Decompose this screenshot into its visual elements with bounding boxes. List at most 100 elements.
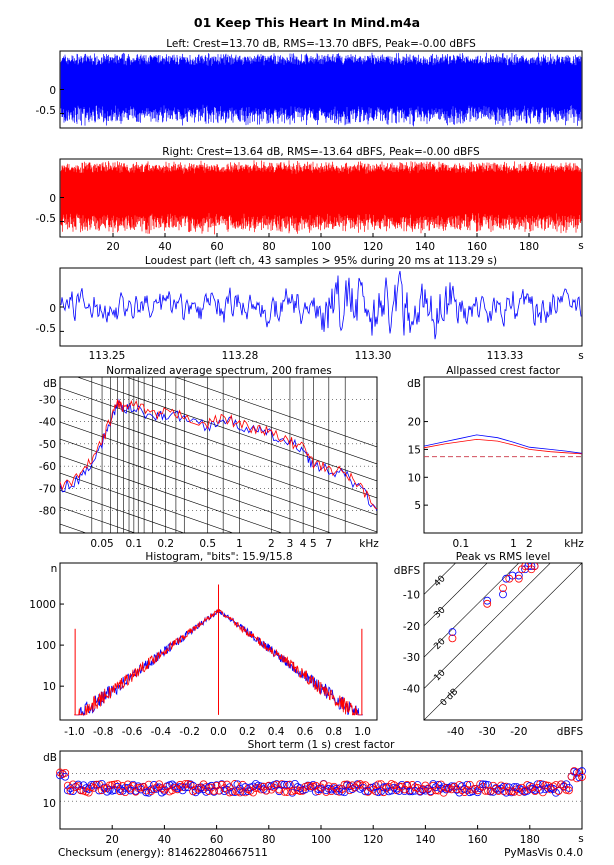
shortcrest-left-point (84, 785, 93, 793)
spectrum-diag-9 (60, 489, 185, 533)
shortcrest-xtick-3: 80 (262, 834, 275, 846)
allpass-xtick-1: 1 (510, 538, 517, 550)
shortcrest-right-point (536, 780, 545, 788)
shortcrest-xtick-5: 120 (363, 834, 383, 846)
shortcrest-left-point (199, 785, 208, 794)
shortcrest-left-point (549, 785, 558, 793)
shortcrest-left-point (439, 783, 448, 792)
spectrum-xtick-1: 0.1 (126, 538, 143, 550)
shortcrest-right-point (565, 786, 573, 795)
allpass-series-0 (423, 434, 583, 454)
right-xtick-8: 180 (519, 241, 539, 253)
shortcrest-right-point (559, 782, 568, 790)
peakrms-right-point (448, 634, 457, 643)
shortcrest-right-point (465, 780, 474, 789)
shortcrest-left-point (150, 781, 158, 789)
histogram-xtick-9: 0.8 (325, 726, 342, 738)
shortcrest-left-point (578, 767, 586, 775)
figure-title: 01 Keep This Heart In Mind.m4a (194, 15, 420, 30)
spectrum-diag-0 (174, 377, 377, 448)
shortcrest-left-point (505, 783, 513, 792)
right-xtick-6: 140 (415, 241, 435, 253)
shortcrest-left-point (565, 783, 573, 792)
allpass-ytick-1: 15 (408, 444, 421, 456)
shortcrest-right-point (403, 781, 412, 789)
shortcrest-right-point (280, 787, 289, 796)
shortcrest-left-point (189, 781, 198, 790)
shortcrest-left-point (157, 788, 166, 797)
shortcrest-left-point (473, 788, 482, 797)
shortcrest-left-point (223, 785, 231, 794)
left-waveform-trace (60, 52, 582, 127)
shortcrest-right-point (69, 780, 77, 789)
right-xtick-1: 40 (158, 241, 171, 253)
shortcrest-right-point (249, 788, 258, 797)
shortcrest-right-point (275, 785, 284, 794)
shortcrest-right-point (335, 787, 344, 796)
shortcrest-right-point (150, 785, 158, 794)
shortcrest-right-point (578, 773, 586, 781)
histogram-plot: 1000 100 10 -1.0 -0.8 -0.6 -0.4 -0.2 0.0 0.2 0.4 0.… (29, 584, 371, 738)
histogram-ytick-2: 10 (43, 681, 56, 693)
histogram-xtick-5: 0.0 (210, 726, 227, 738)
peakrms-ylabel: dBFS (394, 565, 421, 577)
histogram-ylabel: n (51, 563, 58, 575)
spectrum-plot: -30 -40 -50 -60 -70 -80 0.05 0.1 0.2 0.5 1 2 3 4 5 7 (39, 377, 377, 550)
shortcrest-left-point (183, 783, 192, 792)
shortcrest-left-point (463, 780, 472, 789)
allpass-plot: 20 15 10 5 0.1 1 2 (408, 417, 583, 550)
shortcrest-left-point (497, 784, 505, 793)
shortcrest-left-point (476, 784, 485, 793)
shortcrest-right-point (398, 782, 406, 791)
histogram-ytick-1: 100 (36, 640, 56, 652)
shortcrest-right-point (97, 786, 106, 795)
left-ytick-0: 0 (49, 85, 56, 97)
spectrum-xtick-8: 5 (310, 538, 317, 550)
right-waveform (60, 160, 582, 235)
left-waveform (60, 52, 582, 127)
peakrms-left-point (527, 563, 536, 571)
version-label: PyMasVis 0.4.0 (504, 847, 583, 859)
shortcrest-right-point (431, 786, 440, 795)
spectrum-xtick-7: 4 (300, 538, 307, 550)
shortcrest-left-point (147, 785, 156, 794)
spectrum-ytick-4: -70 (39, 483, 56, 495)
shortcrest-xtick-2: 60 (210, 834, 223, 846)
shortcrest-right-point (366, 783, 375, 792)
checksum-label: Checksum (energy): 814622804667511 (58, 847, 268, 859)
shortcrest-right-point (259, 782, 268, 791)
histogram-xtick-3: -0.4 (151, 726, 172, 738)
shortcrest-xtick-6: 140 (415, 834, 435, 846)
right-ytick-0: 0 (49, 193, 56, 205)
peakrms-xtick-2: -20 (510, 726, 527, 738)
right-xtick-5: 120 (363, 241, 383, 253)
histogram-xtick-0: -1.0 (64, 726, 85, 738)
loudest-ytick-1: -0.5 (36, 323, 57, 335)
shortcrest-right-point (277, 780, 286, 789)
allpass-xunit: kHz (564, 538, 584, 550)
shortcrest-right-point (304, 782, 312, 790)
shortcrest-left-point (340, 788, 349, 797)
right-xtick-0: 20 (106, 241, 119, 253)
shortcrest-right-point (525, 785, 534, 793)
shortcrest-chart-title: Short term (1 s) crest factor (248, 739, 395, 751)
spectrum-chart: Normalized average spectrum, 200 frames … (39, 365, 379, 550)
loudest-trace (60, 270, 582, 340)
shortcrest-right-point (515, 788, 524, 796)
shortcrest-xtick-7: 160 (468, 834, 488, 846)
spectrum-xtick-2: 0.2 (157, 538, 174, 550)
spectrum-ytick-5: -80 (39, 506, 56, 518)
peakrms-left-point (514, 571, 523, 580)
shortcrest-right-point (202, 783, 211, 791)
shortcrest-xtick-1: 40 (158, 834, 171, 846)
shortcrest-left-point (90, 780, 98, 789)
peakrms-right-point (521, 563, 530, 571)
shortcrest-right-point (168, 786, 177, 795)
peakrms-ytick-2: -30 (403, 652, 420, 664)
shortcrest-right-point (113, 780, 122, 788)
shortcrest-right-point (267, 785, 276, 794)
shortcrest-left-point (481, 780, 490, 789)
shortcrest-left-point (87, 781, 96, 789)
